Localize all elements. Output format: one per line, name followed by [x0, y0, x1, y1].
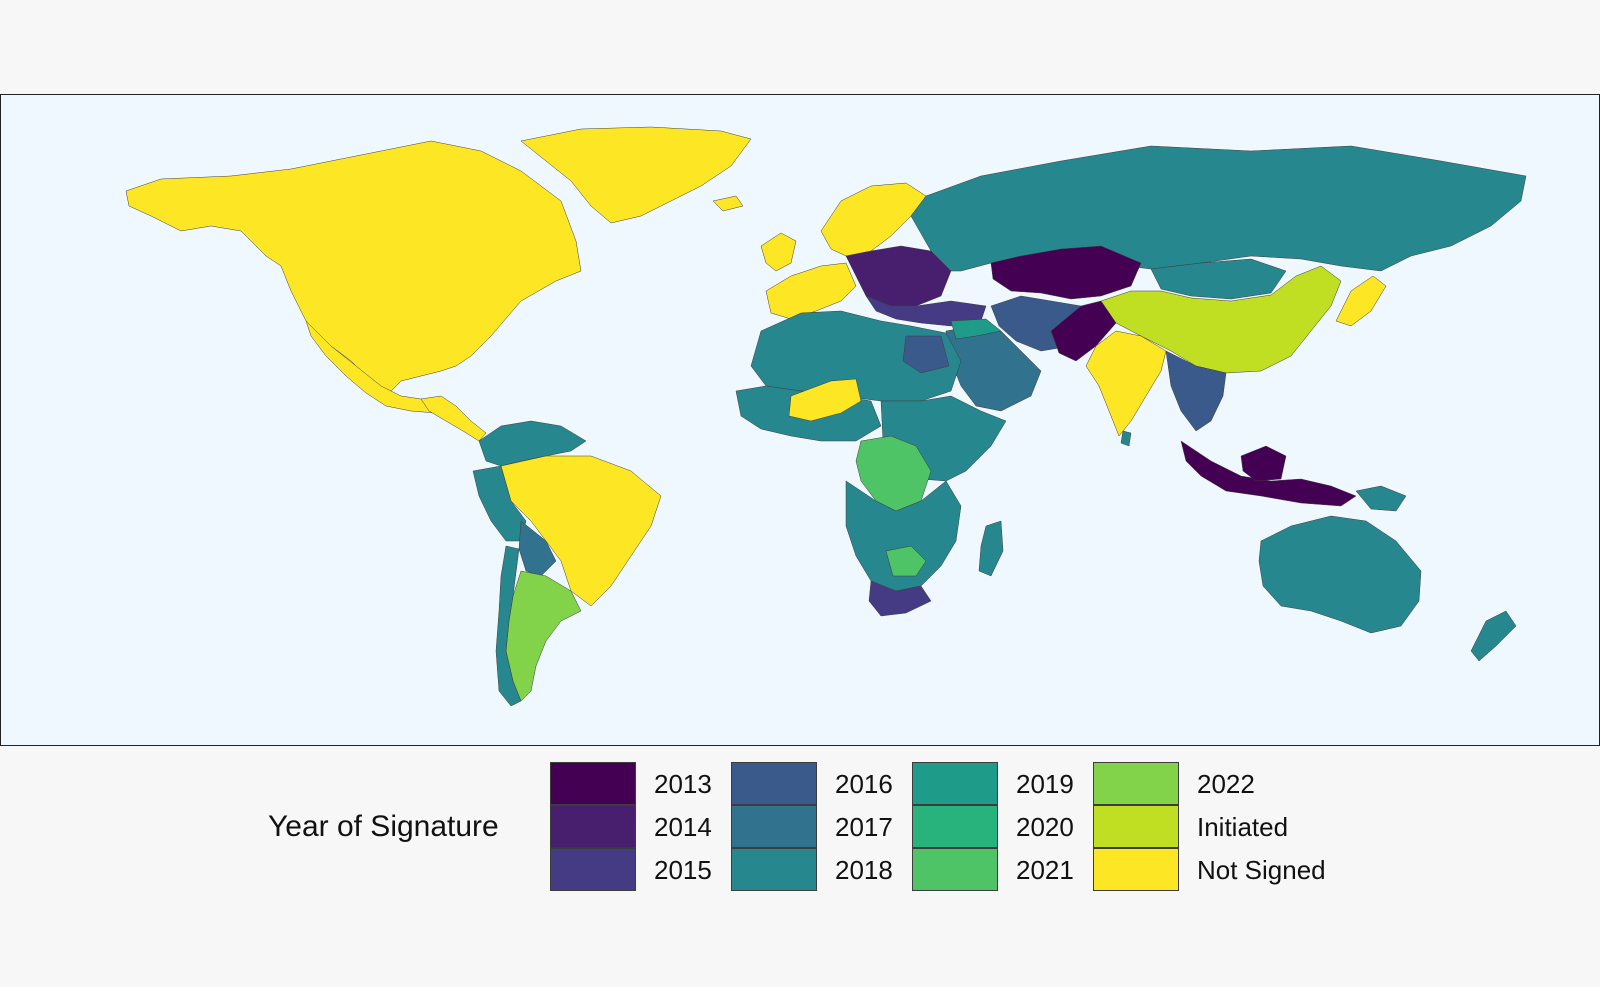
legend-label: 2022 [1197, 769, 1255, 799]
country-iceland [712, 195, 744, 212]
country-kazakhstan [990, 245, 1142, 300]
country-eastern-europe [845, 245, 952, 307]
country-niger-mali [788, 378, 862, 422]
country-china [1100, 265, 1342, 374]
country-sri-lanka [1120, 430, 1132, 447]
country-alaska-canada-usa [125, 140, 582, 397]
legend-key [731, 805, 817, 848]
country-borneo [1240, 445, 1287, 482]
country-new-zealand [1470, 610, 1517, 662]
legend-label: 2018 [835, 855, 893, 885]
legend-key [731, 762, 817, 805]
country-argentina [505, 570, 582, 702]
legend-key [550, 848, 636, 891]
country-scandinavia [820, 182, 927, 257]
world-map-panel [0, 94, 1600, 746]
country-colombia-venezuela [478, 420, 587, 467]
world-map [125, 126, 1527, 707]
country-egypt [902, 335, 950, 374]
legend-label: Initiated [1197, 812, 1289, 842]
legend-label: 2017 [835, 812, 893, 842]
legend-label: 2019 [1016, 769, 1074, 799]
country-madagascar [978, 520, 1004, 577]
legend-label: 2013 [654, 769, 712, 799]
country-brazil [500, 455, 662, 607]
country-russia [910, 145, 1527, 272]
legend-key [912, 762, 998, 805]
country-southeast-asia [1165, 350, 1227, 432]
country-chile [495, 545, 522, 707]
legend-label: 2016 [835, 769, 893, 799]
country-indonesia [1180, 440, 1357, 507]
legend-title: Year of Signature [268, 810, 499, 843]
country-japan [1335, 275, 1387, 327]
legend-key [550, 762, 636, 805]
country-australia [1258, 515, 1422, 634]
country-south-africa [868, 580, 932, 617]
country-southern-africa [845, 480, 962, 592]
legend-label: 2020 [1016, 812, 1074, 842]
legend-key [731, 848, 817, 891]
legend-key [1093, 805, 1179, 848]
country-uk-ireland [760, 232, 797, 272]
country-mongolia [1150, 258, 1287, 300]
country-iraq-syria [950, 318, 1002, 340]
legend-key [912, 848, 998, 891]
country-western-europe [765, 262, 857, 320]
legend-label: 2021 [1016, 855, 1074, 885]
legend-label: Not Signed [1197, 855, 1326, 885]
legend-key [550, 805, 636, 848]
country-india [1085, 330, 1167, 437]
country-pakistan [1050, 300, 1117, 362]
legend-key [912, 805, 998, 848]
country-papua-new-guinea [1355, 485, 1407, 512]
legend-label: 2015 [654, 855, 712, 885]
legend-key [1093, 762, 1179, 805]
country-botswana-zimbabwe [885, 545, 927, 577]
country-central-america [420, 395, 487, 442]
legend-key [1093, 848, 1179, 891]
legend-label: 2014 [654, 812, 712, 842]
country-greenland [520, 126, 752, 224]
